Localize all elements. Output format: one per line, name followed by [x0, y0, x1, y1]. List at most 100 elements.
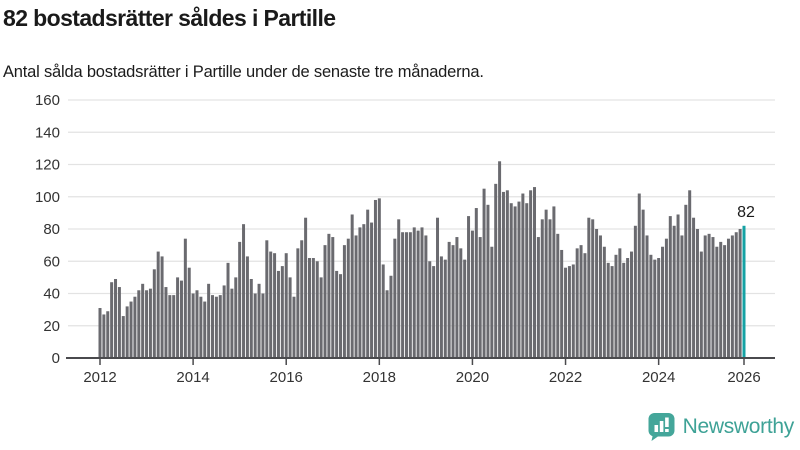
bar	[152, 269, 156, 358]
bar	[614, 254, 618, 358]
bar	[467, 216, 471, 358]
bar	[401, 232, 405, 358]
y-axis-label: 80	[43, 221, 60, 238]
bar	[699, 251, 703, 358]
bar	[242, 224, 246, 358]
bar	[114, 278, 118, 358]
bar	[443, 259, 447, 358]
bar	[726, 238, 730, 359]
bar	[618, 248, 622, 358]
bar	[416, 230, 420, 358]
bar	[164, 287, 168, 358]
bar	[106, 311, 110, 358]
bar	[222, 285, 226, 358]
bar	[490, 246, 494, 358]
bar	[439, 256, 443, 358]
bar	[517, 201, 521, 358]
bar	[447, 241, 451, 358]
bar	[428, 261, 432, 358]
bar	[137, 290, 141, 358]
bar	[610, 266, 614, 358]
bar	[478, 237, 482, 358]
bar	[253, 293, 257, 358]
highlighted-bar	[742, 225, 746, 358]
bar	[676, 214, 680, 358]
bar	[249, 278, 253, 358]
bar	[672, 225, 676, 358]
bar	[168, 295, 172, 358]
x-axis-label: 2012	[83, 369, 116, 386]
y-axis-label: 120	[35, 157, 60, 174]
bar	[323, 245, 327, 359]
bar	[373, 199, 377, 358]
bar	[486, 204, 490, 358]
bar	[668, 216, 672, 358]
page-subtitle: Antal sålda bostadsrätter i Partille und…	[3, 63, 484, 81]
bar	[548, 219, 552, 358]
bar	[692, 217, 696, 358]
bar	[723, 245, 727, 359]
bar	[125, 306, 129, 358]
bar	[536, 237, 540, 358]
newsworthy-logo[interactable]: Newsworthy	[647, 412, 794, 442]
bar	[381, 264, 385, 358]
bar	[474, 208, 478, 358]
bar	[176, 277, 180, 359]
bar	[494, 183, 498, 358]
bar	[661, 246, 665, 358]
y-axis-label: 160	[35, 92, 60, 109]
bar	[501, 191, 505, 358]
y-axis-label: 140	[35, 124, 60, 141]
bar	[521, 193, 525, 358]
bar	[245, 256, 249, 358]
bar	[214, 296, 218, 358]
bar	[327, 233, 331, 358]
bar	[420, 227, 424, 358]
bar	[296, 248, 300, 358]
bar	[730, 235, 734, 358]
bar	[284, 253, 288, 358]
bar	[587, 217, 591, 358]
bar	[362, 224, 366, 358]
bar	[311, 258, 315, 358]
bar	[199, 296, 203, 358]
bar	[470, 230, 474, 358]
bar	[339, 274, 343, 358]
bar	[300, 240, 304, 358]
bar	[218, 295, 222, 358]
bar	[195, 290, 199, 358]
bar	[404, 232, 408, 358]
bar	[273, 253, 277, 358]
bar	[133, 296, 137, 358]
bar	[738, 229, 742, 358]
bar	[459, 248, 463, 358]
bar	[695, 229, 699, 358]
bar	[257, 283, 261, 358]
bar	[366, 209, 370, 358]
bar	[463, 259, 467, 358]
x-axis-label: 2016	[270, 369, 303, 386]
bar	[455, 237, 459, 358]
bar	[626, 258, 630, 358]
bar	[319, 277, 323, 359]
bar	[160, 256, 164, 358]
bar	[637, 193, 641, 358]
bar	[110, 282, 114, 358]
bar	[377, 198, 381, 358]
bar	[172, 295, 176, 358]
bar	[432, 266, 436, 358]
bar	[98, 308, 102, 358]
bar	[226, 262, 230, 358]
bar	[649, 254, 653, 358]
bar	[664, 238, 668, 359]
bar	[358, 227, 362, 358]
bar	[315, 261, 319, 358]
bar	[703, 235, 707, 358]
bar	[688, 190, 692, 358]
bar	[525, 203, 529, 358]
bar	[121, 316, 125, 358]
bar	[498, 161, 502, 358]
bar	[156, 251, 160, 358]
newsworthy-logo-icon	[648, 413, 675, 441]
bar	[207, 283, 211, 358]
